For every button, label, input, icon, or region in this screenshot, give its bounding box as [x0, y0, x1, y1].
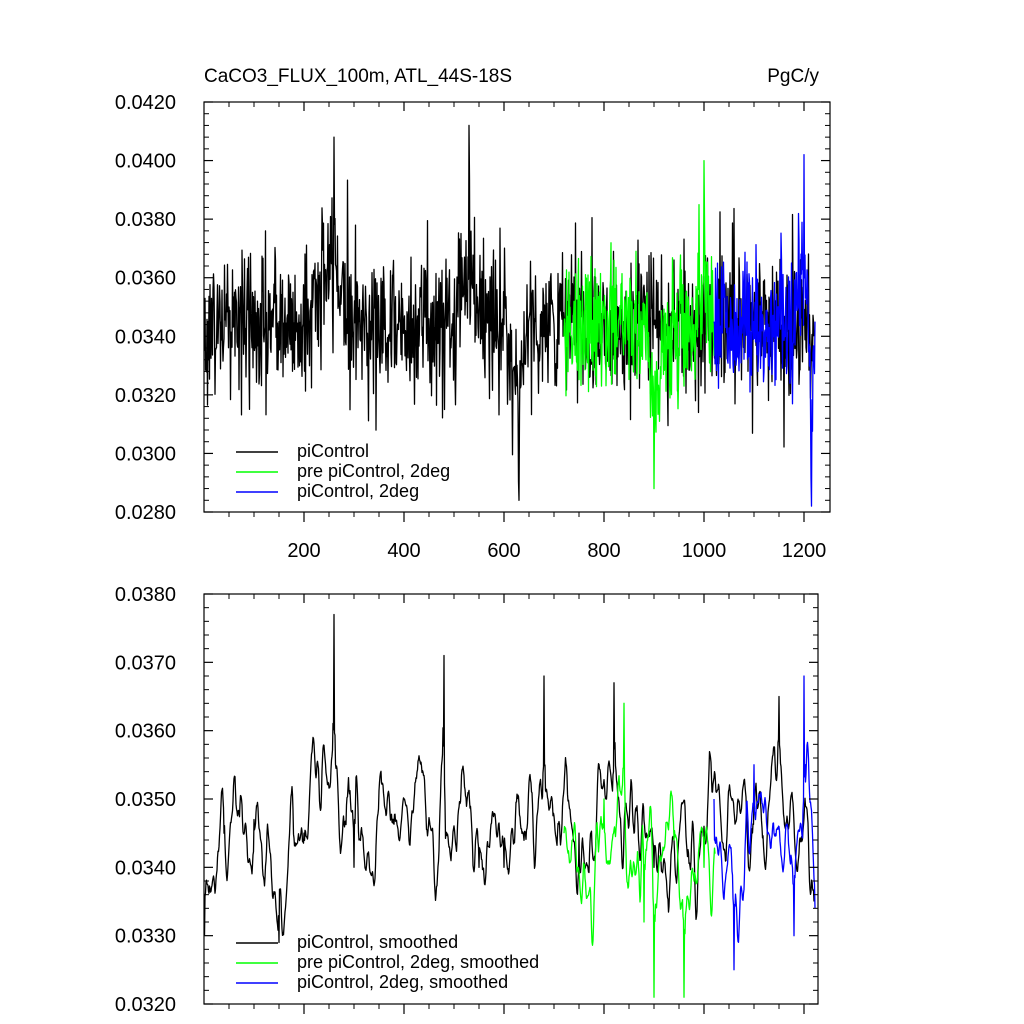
bottom-plot-frame: [203, 593, 819, 1005]
bottom-axis-ticks: 0.0320 0.0330 0.0340 0.0350 0.0360 0.0370 0.03…: [115, 584, 818, 1016]
y-tick-label: 0.0320: [115, 385, 176, 407]
bottom-panel: 0.0320 0.0330 0.0340 0.0350 0.0360 0.0370 0.03…: [115, 584, 819, 1016]
y-tick-label: 0.0360: [115, 268, 176, 290]
x-tick-label: 800: [587, 540, 620, 562]
bottom-series-group: [203, 613, 816, 998]
chart-title: CaCO3_FLUX_100m, ATL_44S-18S: [204, 66, 512, 87]
top-series-group: [203, 124, 816, 507]
x-tick-label: 1000: [682, 540, 727, 562]
y-tick-label: 0.0340: [115, 857, 176, 879]
y-tick-label: 0.0340: [115, 326, 176, 348]
series-line-bottom-3: [713, 675, 816, 971]
top-axis-ticks: 0.0280 0.0300 0.0320 0.0340 0.0360 0.0380 0.04…: [115, 92, 830, 562]
legend-label: pre piControl, 2deg, smoothed: [297, 952, 539, 972]
series-line-top-3: [713, 154, 816, 507]
x-tick-label: 600: [487, 540, 520, 562]
top-panel: CaCO3_FLUX_100m, ATL_44S-18S PgC/y 0.028…: [115, 66, 831, 562]
legend-label: piControl, 2deg: [297, 481, 419, 501]
legend-label: piControl: [297, 441, 369, 461]
series-line-bottom-2: [563, 702, 716, 998]
y-tick-label: 0.0350: [115, 789, 176, 811]
y-tick-label: 0.0380: [115, 209, 176, 231]
units-label: PgC/y: [767, 66, 819, 87]
y-tick-label: 0.0420: [115, 92, 176, 114]
series-line-bottom-1: [203, 613, 815, 944]
y-tick-label: 0.0300: [115, 443, 176, 465]
series-line-top-2: [563, 159, 716, 490]
y-tick-label: 0.0360: [115, 721, 176, 743]
y-tick-label: 0.0370: [115, 652, 176, 674]
legend-label: pre piControl, 2deg: [297, 461, 450, 481]
legend-label: piControl, smoothed: [297, 932, 458, 952]
x-tick-label: 200: [287, 540, 320, 562]
legend-label: piControl, 2deg, smoothed: [297, 972, 508, 992]
series-line-top-1: [203, 124, 815, 501]
x-tick-label: 1200: [782, 540, 827, 562]
y-tick-label: 0.0380: [115, 584, 176, 606]
y-tick-label: 0.0320: [115, 994, 176, 1016]
y-tick-label: 0.0400: [115, 151, 176, 173]
top-plot-frame: [203, 101, 831, 513]
y-tick-label: 0.0330: [115, 926, 176, 948]
x-tick-label: 400: [387, 540, 420, 562]
y-tick-label: 0.0280: [115, 502, 176, 524]
